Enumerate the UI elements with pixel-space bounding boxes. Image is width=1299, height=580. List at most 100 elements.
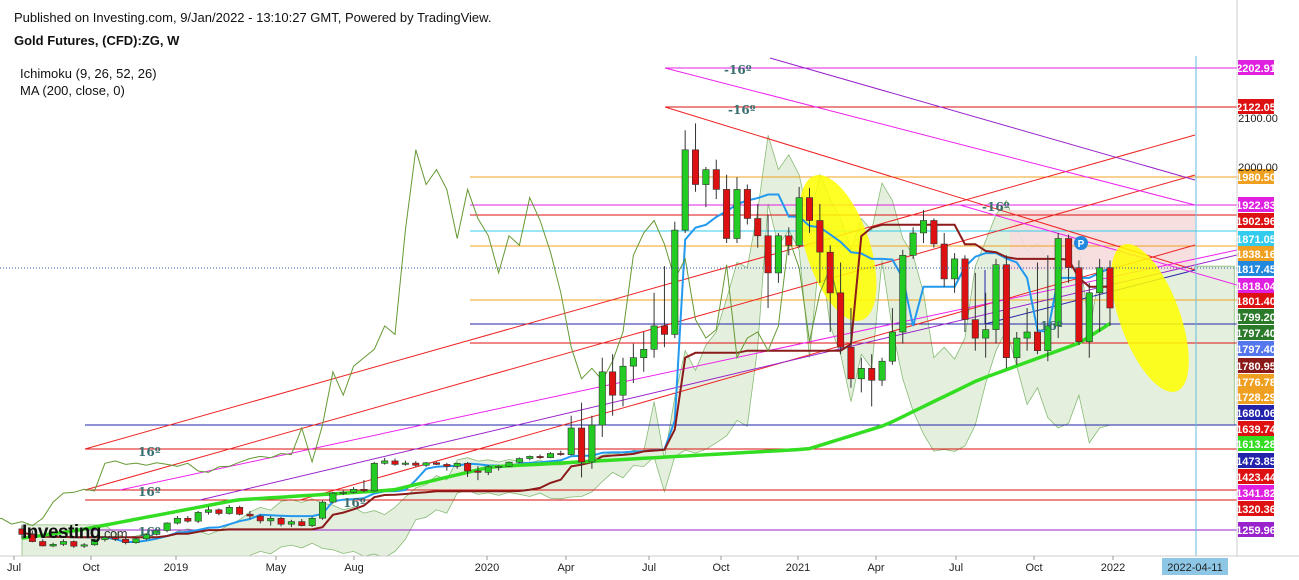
price-label-bg — [1238, 421, 1274, 436]
candle — [1085, 282, 1093, 358]
angle-annotation: 16º — [343, 496, 366, 510]
candle-body — [1034, 331, 1042, 352]
candle-body — [598, 371, 606, 426]
indicator-ichimoku[interactable]: Ichimoku (9, 26, 52, 26) — [20, 66, 157, 81]
price-label: 1871.05 — [1236, 231, 1276, 246]
candle — [774, 232, 782, 283]
candle-body — [432, 462, 440, 465]
indicator-ma200[interactable]: MA (200, close, 0) — [20, 83, 125, 98]
price-label-text: 1871.05 — [1236, 234, 1276, 246]
candle — [598, 357, 606, 437]
ma200-line — [21, 322, 1111, 540]
candle — [495, 465, 503, 471]
candle-body — [132, 538, 140, 543]
price-label: 2202.91 — [1236, 60, 1276, 75]
price-label-text: 1818.04 — [1236, 281, 1277, 293]
candle-body — [484, 466, 492, 473]
candle — [857, 357, 865, 393]
candle-body — [173, 517, 181, 524]
price-label-bg — [1238, 197, 1274, 212]
candle-body — [567, 427, 575, 455]
price-label-bg — [1238, 325, 1274, 340]
candle — [194, 510, 202, 524]
candle — [246, 510, 254, 519]
price-label-bg — [1238, 358, 1274, 373]
candle-body — [805, 197, 813, 221]
price-label: 1799.20 — [1236, 309, 1276, 324]
candle — [671, 221, 679, 339]
price-label: 1423.44 — [1236, 469, 1277, 484]
candle-body — [298, 521, 306, 526]
candle — [899, 249, 907, 344]
price-label: 1817.45 — [1236, 261, 1276, 276]
candle-body — [888, 331, 896, 362]
candle-body — [246, 513, 254, 517]
candle-body — [184, 517, 192, 522]
candle — [256, 514, 264, 524]
highlight-ellipse-2 — [1111, 243, 1189, 393]
cloud-area — [21, 135, 1235, 556]
price-label-bg — [1238, 374, 1274, 389]
candle — [733, 177, 741, 244]
candle-body — [640, 348, 648, 358]
symbol-title: Gold Futures, (CFD):ZG, W — [14, 33, 180, 48]
candle — [464, 461, 472, 477]
time-tick: Aug — [344, 562, 364, 574]
candle-body — [930, 220, 938, 245]
candle-body — [785, 235, 793, 246]
candle — [422, 461, 430, 467]
candle-body — [1085, 292, 1093, 342]
candle — [691, 123, 699, 192]
candle — [650, 292, 658, 358]
chikou-line — [0, 149, 842, 527]
time-axis: Jul Oct 2019 May Aug 2020 Apr Jul Oct 2021 Apr Jul O… — [7, 556, 1228, 575]
price-label: 2122.05 — [1236, 99, 1276, 114]
candle — [225, 505, 233, 515]
candle-body — [961, 258, 969, 320]
angle-annotations: P -16º -16º -16º 16º 16º 16º 16º 16º — [138, 63, 1088, 539]
candle — [1002, 255, 1010, 369]
angle-annotation: 16º — [138, 485, 161, 499]
price-label-bg — [1238, 169, 1274, 184]
candle — [743, 184, 751, 225]
candle-body — [391, 460, 399, 465]
price-label-text: 1776.78 — [1236, 377, 1276, 389]
price-label: 1922.83 — [1236, 197, 1276, 212]
candle — [919, 210, 927, 244]
price-label: 1728.29 — [1236, 389, 1276, 404]
price-label-bg — [1238, 246, 1274, 261]
candle-body — [754, 218, 762, 237]
price-label-bg — [1238, 453, 1274, 468]
time-tick: 2022 — [1101, 562, 1125, 574]
candle-body — [464, 462, 472, 472]
candle-body — [381, 460, 389, 464]
candle — [868, 354, 876, 407]
candle — [940, 232, 948, 287]
candle-body — [111, 537, 119, 540]
candle-body — [267, 517, 275, 522]
price-label-text: 1797.40 — [1236, 328, 1276, 340]
candle — [401, 460, 409, 466]
candle-body — [153, 530, 161, 535]
candle-body — [495, 465, 503, 468]
candle-body — [982, 329, 990, 339]
candle-body — [225, 506, 233, 514]
candle-body — [743, 189, 751, 219]
price-label-bg — [1238, 405, 1274, 420]
candle — [930, 218, 938, 248]
candle — [205, 506, 213, 515]
candle — [142, 533, 150, 541]
candle — [39, 539, 47, 547]
candle-body — [142, 534, 150, 540]
candle — [391, 458, 399, 466]
candle-body — [691, 149, 699, 185]
candle-body — [318, 501, 326, 519]
publish-info: Published on Investing.com, 9/Jan/2022 -… — [14, 10, 492, 25]
candle-body — [795, 197, 803, 246]
candlesticks — [18, 123, 1114, 548]
candle — [816, 203, 824, 283]
candle-body — [526, 456, 534, 459]
price-label-text: 1320.36 — [1236, 504, 1276, 516]
price-label-text: 1817.45 — [1236, 264, 1276, 276]
